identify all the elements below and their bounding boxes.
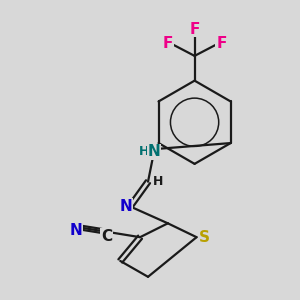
Text: F: F (163, 37, 173, 52)
Text: C: C (101, 229, 112, 244)
Text: N: N (148, 145, 160, 160)
Text: H: H (139, 146, 149, 158)
Text: F: F (189, 22, 200, 37)
Text: N: N (69, 223, 82, 238)
Text: S: S (199, 230, 210, 245)
Text: H: H (153, 175, 163, 188)
Text: N: N (120, 199, 133, 214)
Text: F: F (216, 37, 226, 52)
